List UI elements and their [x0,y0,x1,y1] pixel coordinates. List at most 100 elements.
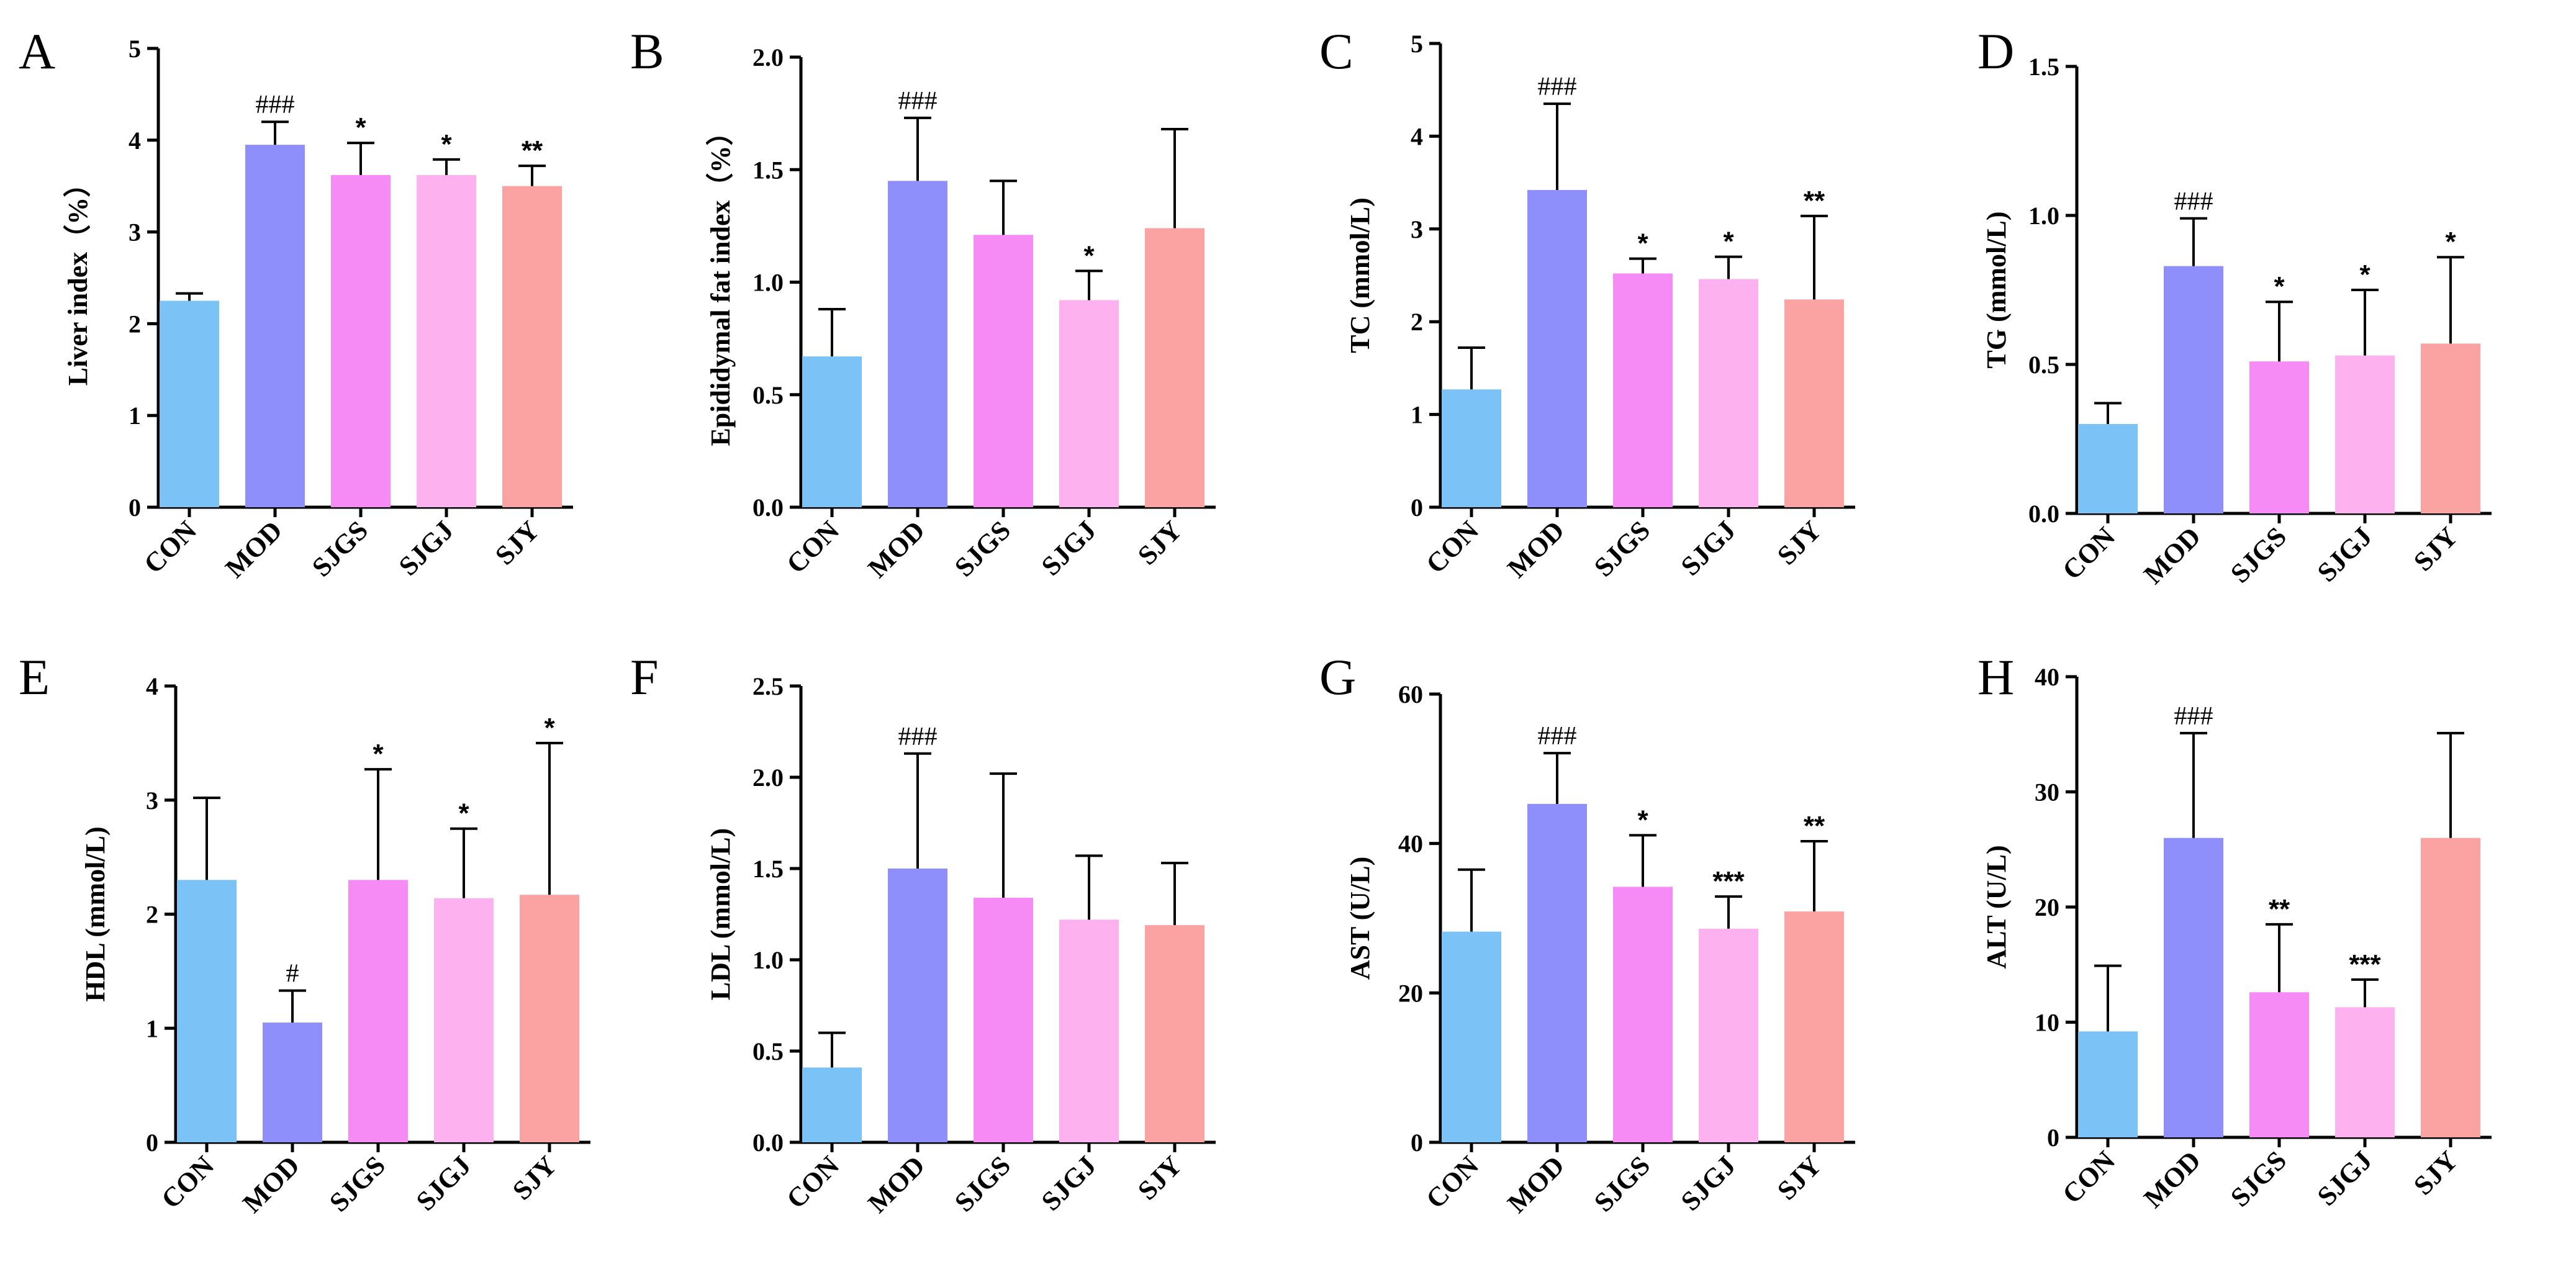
x-tick-label: SJGJ [1675,515,1742,581]
x-tick-label: CON [780,1150,845,1214]
bar-sjy [1145,228,1204,507]
bar-mod [245,145,305,507]
bar-sjgj [1059,919,1119,1142]
x-tick-label: SJGJ [393,515,459,581]
y-tick-label: 4 [129,127,141,155]
y-tick-label: 3 [1411,215,1423,243]
bar-con [160,300,219,507]
chart-panel-b: B 0.0 0.5 1.0 1.5 2.0 Epididymal fat index（%） C… [630,23,1216,584]
bar-sjy [1784,911,1844,1142]
significance-label: * [1637,228,1648,259]
panel-letter: F [630,649,659,705]
chart-panel-f: F 0.0 0.5 1.0 1.5 2.0 2.5 LDL (mmol/L) CON ### MOD… [630,649,1216,1219]
y-tick-label: 1.5 [752,156,784,184]
y-tick-label: 2 [146,901,158,929]
significance-label: ### [2174,187,2213,216]
y-axis-label: TG (mmol/L) [1981,212,2012,369]
chart-panel-a: A 0 1 2 3 4 5 Liver index（%） CON ### MOD * SJGS * SJGJ… [19,23,573,584]
x-tick-label: SJY [1132,1150,1188,1206]
y-tick-label: 1.5 [752,855,784,883]
significance-label: * [2359,260,2370,290]
significance-label: * [458,798,469,829]
y-tick-label: 30 [2035,779,2059,806]
y-tick-label: 1 [129,402,141,430]
y-tick-label: 0.5 [2028,351,2059,379]
bar-sjy [502,186,562,507]
y-tick-label: 0 [1411,494,1423,521]
x-tick-label: SJY [507,1150,563,1206]
chart-panel-d: D 0.0 0.5 1.0 1.5 TG (mmol/L) CON ### MOD * SJGS * S… [1977,23,2492,590]
y-axis-label: Epididymal fat index（%） [705,118,736,446]
significance-label: * [355,112,366,143]
y-tick-label: 1 [1411,401,1423,429]
panel-letter: D [1977,23,2014,79]
significance-label: *** [2349,949,2381,980]
x-tick-label: CON [1420,1150,1485,1214]
bar-sjgj [1059,300,1119,507]
y-tick-label: 20 [2035,893,2059,921]
significance-label: * [1637,805,1648,835]
x-tick-label: SJY [1132,515,1188,571]
bar-sjgj [1699,279,1758,507]
y-tick-label: 40 [2035,663,2059,691]
x-tick-label: SJGS [2225,1145,2292,1212]
x-tick-label: SJY [489,515,545,571]
bar-con [802,356,862,507]
bar-con [1442,389,1501,507]
x-tick-label: SJGS [949,515,1016,582]
x-tick-label: MOD [862,515,931,584]
bar-con [2078,424,2138,513]
panel-letter: C [1319,23,1354,79]
y-tick-label: 40 [1398,830,1423,858]
bar-sjgs [2249,361,2309,513]
x-tick-label: SJGJ [2312,1145,2378,1211]
significance-label: ** [2269,894,2290,924]
y-tick-label: 0 [2047,1124,2059,1152]
bar-mod [2164,266,2223,513]
y-tick-label: 5 [129,35,141,63]
y-tick-label: 1 [146,1014,158,1042]
bar-con [1442,931,1501,1142]
bar-mod [888,181,947,507]
bar-con [802,1067,862,1142]
x-tick-label: SJGS [1588,1150,1656,1217]
bar-sjgs [1613,887,1673,1142]
significance-label: ### [898,87,938,115]
significance-label: ** [522,135,543,166]
bar-con [2078,1031,2138,1137]
y-tick-label: 2 [1411,308,1423,336]
x-tick-label: SJY [1771,515,1827,571]
bar-mod [2164,837,2223,1137]
bar-mod [888,869,947,1142]
x-tick-label: SJGS [2225,521,2292,589]
significance-label: * [544,713,555,743]
panel-letter: G [1319,649,1356,705]
significance-label: # [286,960,299,988]
x-tick-label: SJGS [306,515,374,582]
bar-mod [263,1022,322,1142]
significance-label: ** [1804,186,1825,216]
bar-sjgj [434,898,494,1142]
x-tick-label: SJY [1771,1150,1827,1206]
bar-sjy [1784,299,1844,507]
chart-panel-e: E 0 1 2 3 4 HDL (mmol/L) CON # MOD * SJGS * SJGJ * SJY [19,649,590,1219]
y-tick-label: 2.0 [752,43,784,71]
bar-sjy [2421,837,2480,1137]
bar-sjgs [974,898,1033,1142]
y-axis-label: ALT (U/L) [1981,845,2012,968]
panel-letter: A [19,23,55,79]
x-tick-label: MOD [2138,1145,2207,1214]
bar-sjgs [1613,273,1673,507]
significance-label: ### [1538,722,1577,751]
x-tick-label: CON [138,515,202,579]
x-tick-label: MOD [1501,515,1570,584]
bar-sjgj [2335,1007,2395,1137]
x-tick-label: SJY [2408,1145,2464,1201]
chart-panel-h: H 0 10 20 30 40 ALT (U/L) CON ### MOD ** SJGS *** SJG… [1977,649,2492,1214]
x-tick-label: CON [155,1150,220,1214]
chart-panel-c: C 0 1 2 3 4 5 TC (mmol/L) CON ### MOD * SJGS * SJGJ ** S… [1319,23,1855,584]
x-tick-label: SJGJ [1036,1150,1102,1216]
significance-label: ** [1804,811,1825,841]
significance-label: * [1723,227,1734,257]
